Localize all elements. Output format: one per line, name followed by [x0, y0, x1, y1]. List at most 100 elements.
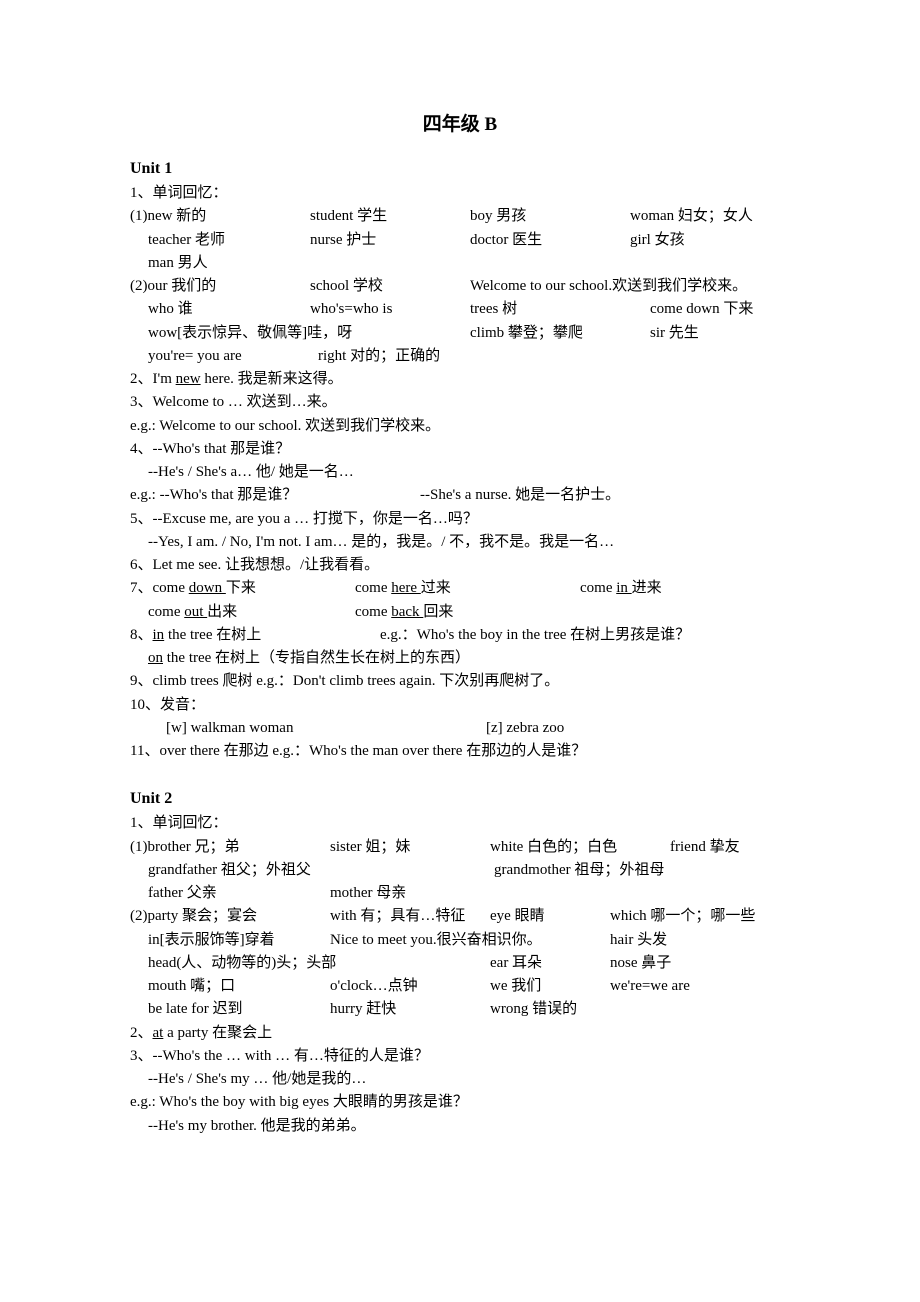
u1-line: on the tree 在树上（专指自然生长在树上的东西） [130, 647, 790, 670]
u1-line: --Yes, I am. / No, I'm not. I am… 是的，我是。… [130, 531, 790, 554]
text: come here 过来 [355, 577, 580, 600]
u2-line: --He's my brother. 他是我的弟弟。 [130, 1115, 790, 1138]
text: come back 回来 [355, 601, 453, 624]
u1-line: 4、--Who's that 那是谁？ [130, 438, 790, 461]
text: [w] walkman woman [166, 717, 486, 740]
vocab-cell: right 对的；正确的 [318, 345, 440, 368]
u1-line: 3、Welcome to … 欢送到…来。 [130, 391, 790, 414]
text: come out 出来 [148, 601, 355, 624]
u2-vocab-row: grandfather 祖父；外祖父 grandmother 祖母；外祖母 [130, 859, 790, 882]
vocab-cell: with 有；具有…特征 [330, 905, 490, 928]
u2-line: 2、at a party 在聚会上 [130, 1022, 790, 1045]
vocab-cell: hurry 赶快 [330, 998, 490, 1021]
u1-line: e.g.: --Who's that 那是谁？ --She's a nurse.… [130, 484, 790, 507]
vocab-cell: sister 姐；妹 [330, 836, 490, 859]
vocab-cell: nurse 护士 [310, 229, 470, 252]
vocab-cell: trees 树 [470, 298, 650, 321]
vocab-cell: (2)our 我们的 [130, 275, 310, 298]
vocab-cell: man 男人 [148, 252, 208, 275]
vocab-cell: mouth 嘴；口 [148, 975, 330, 998]
u1-line: e.g.: Welcome to our school. 欢送到我们学校来。 [130, 415, 790, 438]
u1-line: --He's / She's a… 他/ 她是一名… [130, 461, 790, 484]
u2-vocab-row: mouth 嘴；口 o'clock…点钟 we 我们 we're=we are [130, 975, 790, 998]
u1-line: 1、单词回忆： [130, 182, 790, 205]
vocab-cell: boy 男孩 [470, 205, 630, 228]
vocab-cell: be late for 迟到 [148, 998, 330, 1021]
vocab-cell: o'clock…点钟 [330, 975, 490, 998]
vocab-cell: wow[表示惊异、敬佩等]哇，呀 [148, 322, 470, 345]
vocab-cell: friend 挚友 [670, 836, 740, 859]
u2-vocab-row: (1)brother 兄；弟 sister 姐；妹 white 白色的；白色 f… [130, 836, 790, 859]
text: here. 我是新来这得。 [201, 371, 343, 387]
text: come in 进来 [580, 577, 662, 600]
vocab-cell: girl 女孩 [630, 229, 685, 252]
vocab-cell: you're= you are [148, 345, 318, 368]
vocab-cell: who 谁 [148, 298, 310, 321]
u1-line: [w] walkman woman [z] zebra zoo [130, 717, 790, 740]
u1-line: 7、come down 下来 come here 过来 come in 进来 [130, 577, 790, 600]
u1-vocab-row: (2)our 我们的 school 学校 Welcome to our scho… [130, 275, 790, 298]
vocab-cell: doctor 医生 [470, 229, 630, 252]
vocab-cell: we're=we are [610, 975, 690, 998]
vocab-cell: grandmother 祖母；外祖母 [494, 859, 664, 882]
vocab-cell: woman 妇女；女人 [630, 205, 753, 228]
vocab-cell: who's=who is [310, 298, 470, 321]
u2-line: --He's / She's my … 他/她是我的… [130, 1068, 790, 1091]
vocab-cell: (1)brother 兄；弟 [130, 836, 330, 859]
text: 8、in the tree 在树上 [130, 624, 380, 647]
text: e.g.：Who's the boy in the tree 在树上男孩是谁？ [380, 624, 690, 647]
vocab-cell: student 学生 [310, 205, 470, 228]
vocab-cell: we 我们 [490, 975, 610, 998]
vocab-cell: school 学校 [310, 275, 470, 298]
vocab-cell: father 父亲 [148, 882, 330, 905]
u2-vocab-row: father 父亲 mother 母亲 [130, 882, 790, 905]
u2-line: 1、单词回忆： [130, 812, 790, 835]
text: [z] zebra zoo [486, 717, 564, 740]
vocab-cell: (1)new 新的 [130, 205, 310, 228]
u1-line: 2、I'm new here. 我是新来这得。 [130, 368, 790, 391]
vocab-cell: nose 鼻子 [610, 952, 671, 975]
text: 2、I'm [130, 371, 176, 387]
u1-line: 10、发音： [130, 694, 790, 717]
vocab-cell: ear 耳朵 [490, 952, 610, 975]
u2-vocab-row: be late for 迟到 hurry 赶快 wrong 错误的 [130, 998, 790, 1021]
text: 7、come down 下来 [130, 577, 355, 600]
u1-line: come out 出来 come back 回来 [130, 601, 790, 624]
underlined: new [176, 371, 201, 387]
vocab-cell: Nice to meet you.很兴奋相识你。 [330, 929, 610, 952]
vocab-cell: come down 下来 [650, 298, 753, 321]
u1-vocab-row: who 谁 who's=who is trees 树 come down 下来 [130, 298, 790, 321]
u1-line: 11、over there 在那边 e.g.：Who's the man ove… [130, 740, 790, 763]
vocab-cell: eye 眼睛 [490, 905, 610, 928]
u2-line: e.g.: Who's the boy with big eyes 大眼睛的男孩… [130, 1091, 790, 1114]
vocab-cell: which 哪一个；哪一些 [610, 905, 755, 928]
u2-vocab-row: head(人、动物等的)头；头部 ear 耳朵 nose 鼻子 [130, 952, 790, 975]
vocab-cell: sir 先生 [650, 322, 699, 345]
vocab-cell: hair 头发 [610, 929, 667, 952]
u1-vocab-row: you're= you are right 对的；正确的 [130, 345, 790, 368]
u2-vocab-row: (2)party 聚会；宴会 with 有；具有…特征 eye 眼睛 which… [130, 905, 790, 928]
unit2-header: Unit 2 [130, 787, 790, 812]
vocab-cell: Welcome to our school.欢送到我们学校来。 [470, 275, 747, 298]
vocab-cell: head(人、动物等的)头；头部 [148, 952, 490, 975]
u1-line: 5、--Excuse me, are you a … 打搅下，你是一名…吗？ [130, 508, 790, 531]
u2-line: 3、--Who's the … with … 有…特征的人是谁？ [130, 1045, 790, 1068]
unit1-header: Unit 1 [130, 157, 790, 182]
vocab-cell: mother 母亲 [330, 882, 406, 905]
text: e.g.: --Who's that 那是谁？ [130, 484, 420, 507]
text: --She's a nurse. 她是一名护士。 [420, 484, 620, 507]
vocab-cell: grandfather 祖父；外祖父 [148, 859, 494, 882]
u1-vocab-row: teacher 老师 nurse 护士 doctor 医生 girl 女孩 [130, 229, 790, 252]
u1-vocab-row: wow[表示惊异、敬佩等]哇，呀 climb 攀登；攀爬 sir 先生 [130, 322, 790, 345]
vocab-cell: wrong 错误的 [490, 998, 577, 1021]
u1-vocab-row: man 男人 [130, 252, 790, 275]
u1-vocab-row: (1)new 新的 student 学生 boy 男孩 woman 妇女；女人 [130, 205, 790, 228]
vocab-cell: (2)party 聚会；宴会 [130, 905, 330, 928]
u2-vocab-row: in[表示服饰等]穿着 Nice to meet you.很兴奋相识你。 hai… [130, 929, 790, 952]
vocab-cell: climb 攀登；攀爬 [470, 322, 650, 345]
u1-line: 9、climb trees 爬树 e.g.：Don't climb trees … [130, 670, 790, 693]
page-title: 四年级 B [130, 110, 790, 139]
u1-line: 8、in the tree 在树上 e.g.：Who's the boy in … [130, 624, 790, 647]
vocab-cell: teacher 老师 [148, 229, 310, 252]
u1-line: 6、Let me see. 让我想想。/让我看看。 [130, 554, 790, 577]
